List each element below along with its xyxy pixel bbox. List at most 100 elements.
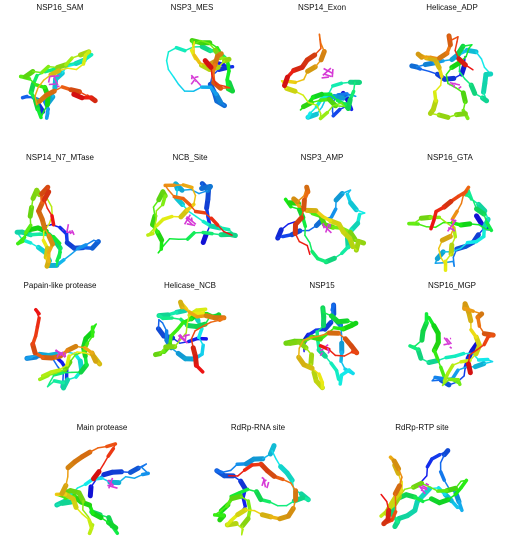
helix — [178, 299, 185, 310]
helix — [391, 458, 402, 472]
coil — [192, 53, 202, 65]
helix — [23, 69, 36, 80]
coil — [85, 52, 94, 60]
coil — [476, 315, 482, 328]
coil — [434, 261, 445, 264]
coil — [331, 81, 344, 88]
protein-structure — [283, 302, 360, 391]
coil — [55, 250, 62, 263]
coil — [318, 33, 321, 41]
helix — [481, 80, 488, 95]
coil — [438, 470, 446, 482]
panel-label: Helicase_NCB — [164, 281, 216, 290]
coil — [438, 216, 448, 224]
coil — [46, 381, 51, 388]
helix — [468, 82, 478, 96]
panel-label: NSP3_AMP — [301, 153, 344, 162]
coil — [307, 101, 318, 107]
coil — [64, 56, 74, 67]
coil — [76, 243, 88, 251]
coil — [216, 224, 225, 233]
coil — [165, 51, 170, 62]
panel-label: NSP3_MES — [171, 3, 214, 12]
helix — [269, 443, 277, 454]
coil — [161, 214, 174, 222]
ligand — [322, 223, 332, 234]
ligand — [56, 353, 60, 358]
coil — [157, 318, 160, 330]
helix — [200, 231, 209, 245]
helix — [385, 507, 392, 522]
coil — [193, 194, 197, 206]
coil — [82, 345, 94, 355]
helix — [27, 204, 35, 219]
coil — [16, 239, 25, 246]
ligand — [451, 218, 457, 222]
panel-label: NCB_Site — [172, 153, 208, 162]
coil — [237, 469, 246, 477]
coil — [294, 78, 305, 84]
helix — [441, 448, 451, 458]
coil — [431, 379, 442, 382]
coil — [211, 75, 218, 86]
helix — [426, 358, 441, 365]
helix — [296, 339, 309, 351]
protein-structure — [54, 442, 150, 536]
coil — [332, 102, 343, 107]
helix — [474, 213, 484, 226]
coil — [456, 36, 459, 43]
ligand — [262, 477, 267, 488]
coil — [432, 348, 440, 361]
coil — [81, 53, 88, 66]
coil — [34, 95, 38, 106]
coil — [34, 86, 39, 97]
ligand — [443, 342, 451, 346]
helix — [87, 484, 94, 499]
coil — [181, 183, 194, 190]
coil — [296, 195, 305, 203]
coil — [34, 307, 41, 316]
coil — [331, 107, 342, 118]
coil — [106, 446, 116, 458]
helix — [392, 483, 402, 497]
coil — [187, 336, 200, 344]
coil — [167, 68, 175, 78]
helix — [41, 189, 52, 203]
panel-label: Papain-like protease — [24, 281, 97, 290]
coil — [462, 306, 475, 313]
coil — [311, 334, 322, 339]
helix — [211, 80, 224, 91]
coil — [480, 58, 486, 69]
coil — [439, 256, 447, 266]
coil — [464, 64, 474, 71]
helix — [43, 88, 57, 98]
coil — [397, 468, 403, 478]
coil — [331, 110, 335, 117]
protein-structure — [14, 184, 101, 269]
coil — [215, 468, 224, 475]
protein-structure — [153, 299, 227, 374]
coil — [37, 79, 45, 89]
coil — [140, 463, 148, 469]
coil — [317, 372, 325, 385]
coil — [43, 198, 49, 209]
coil — [457, 499, 464, 513]
coil — [444, 354, 457, 360]
coil — [451, 368, 460, 380]
coil — [463, 366, 467, 377]
coil — [213, 510, 221, 516]
helix — [155, 326, 167, 339]
helix — [284, 85, 298, 94]
ligand — [418, 485, 428, 491]
coil — [198, 189, 209, 195]
coil — [355, 209, 366, 214]
coil — [158, 318, 164, 324]
coil — [102, 455, 109, 465]
protein-structure — [280, 33, 362, 121]
helix — [437, 497, 451, 506]
ligand — [107, 479, 115, 487]
protein-structure — [409, 33, 494, 121]
coil — [185, 202, 196, 213]
coil — [152, 206, 156, 217]
coil — [223, 230, 233, 236]
